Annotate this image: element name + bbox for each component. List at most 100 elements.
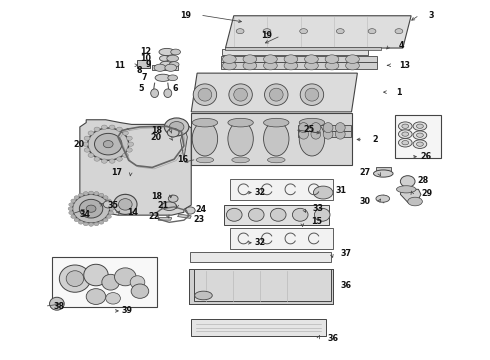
- Text: 30: 30: [359, 197, 370, 206]
- Text: 38: 38: [53, 302, 65, 311]
- Text: 14: 14: [127, 208, 138, 217]
- Ellipse shape: [103, 201, 113, 208]
- Ellipse shape: [368, 29, 376, 34]
- Ellipse shape: [102, 274, 120, 290]
- Text: 6: 6: [172, 84, 178, 93]
- Ellipse shape: [106, 293, 121, 304]
- Ellipse shape: [130, 276, 145, 289]
- Ellipse shape: [68, 207, 73, 211]
- Ellipse shape: [293, 208, 308, 221]
- Ellipse shape: [83, 222, 88, 226]
- Ellipse shape: [413, 140, 427, 148]
- Ellipse shape: [114, 194, 137, 215]
- Text: 33: 33: [313, 204, 323, 213]
- Ellipse shape: [373, 170, 393, 177]
- Ellipse shape: [94, 222, 99, 226]
- Text: 5: 5: [138, 84, 144, 93]
- Ellipse shape: [416, 133, 423, 137]
- Ellipse shape: [78, 221, 83, 224]
- Ellipse shape: [402, 124, 409, 129]
- Ellipse shape: [109, 125, 115, 129]
- Ellipse shape: [299, 123, 309, 133]
- Ellipse shape: [126, 136, 132, 140]
- Ellipse shape: [86, 205, 96, 212]
- FancyBboxPatch shape: [191, 113, 352, 165]
- Ellipse shape: [151, 89, 159, 98]
- Ellipse shape: [325, 61, 339, 70]
- Text: 4: 4: [399, 41, 404, 50]
- Polygon shape: [191, 73, 357, 112]
- Polygon shape: [180, 126, 187, 158]
- Ellipse shape: [108, 203, 113, 206]
- Polygon shape: [177, 214, 191, 219]
- Ellipse shape: [95, 134, 122, 155]
- Ellipse shape: [402, 132, 409, 136]
- Text: 26: 26: [420, 152, 431, 161]
- Ellipse shape: [115, 268, 136, 286]
- Ellipse shape: [167, 55, 178, 62]
- FancyBboxPatch shape: [221, 49, 368, 55]
- Ellipse shape: [264, 61, 277, 70]
- Ellipse shape: [168, 75, 177, 81]
- Text: 27: 27: [359, 168, 370, 177]
- Text: 35: 35: [107, 201, 118, 210]
- Ellipse shape: [234, 88, 247, 101]
- FancyBboxPatch shape: [191, 319, 326, 336]
- Ellipse shape: [311, 129, 321, 139]
- Ellipse shape: [101, 159, 107, 163]
- Ellipse shape: [171, 49, 180, 55]
- Ellipse shape: [84, 148, 90, 152]
- Ellipse shape: [89, 223, 94, 226]
- Ellipse shape: [226, 208, 242, 221]
- Text: 18: 18: [151, 192, 162, 201]
- Text: 8: 8: [137, 66, 143, 75]
- Ellipse shape: [222, 61, 236, 70]
- Text: 28: 28: [417, 176, 429, 185]
- Ellipse shape: [159, 55, 169, 61]
- Text: 12: 12: [140, 48, 151, 57]
- Ellipse shape: [99, 221, 104, 224]
- Text: 1: 1: [396, 87, 402, 96]
- Ellipse shape: [74, 196, 79, 199]
- Text: 29: 29: [421, 189, 432, 198]
- Text: 21: 21: [157, 201, 168, 210]
- Ellipse shape: [164, 118, 189, 136]
- Ellipse shape: [336, 29, 344, 34]
- Ellipse shape: [117, 157, 122, 161]
- Ellipse shape: [101, 125, 107, 129]
- Polygon shape: [225, 16, 411, 48]
- Ellipse shape: [169, 62, 179, 67]
- Ellipse shape: [131, 284, 149, 298]
- Ellipse shape: [185, 207, 195, 214]
- Ellipse shape: [305, 88, 319, 101]
- Ellipse shape: [195, 291, 212, 300]
- Ellipse shape: [376, 195, 390, 202]
- Text: 20: 20: [74, 140, 85, 149]
- Ellipse shape: [345, 55, 359, 63]
- Ellipse shape: [299, 129, 309, 139]
- Ellipse shape: [268, 157, 285, 163]
- Ellipse shape: [300, 84, 324, 105]
- Ellipse shape: [416, 142, 423, 146]
- Ellipse shape: [106, 199, 111, 203]
- Ellipse shape: [94, 127, 100, 131]
- Ellipse shape: [59, 265, 91, 292]
- Ellipse shape: [117, 127, 122, 131]
- Text: 32: 32: [255, 238, 266, 247]
- Ellipse shape: [305, 61, 318, 70]
- Ellipse shape: [243, 55, 257, 63]
- Polygon shape: [400, 189, 421, 203]
- Text: 18: 18: [151, 126, 162, 135]
- Ellipse shape: [198, 88, 212, 101]
- FancyBboxPatch shape: [220, 62, 377, 69]
- Text: 31: 31: [335, 186, 346, 195]
- Text: 20: 20: [151, 133, 162, 142]
- Ellipse shape: [335, 129, 345, 139]
- Ellipse shape: [398, 122, 412, 131]
- Ellipse shape: [314, 186, 333, 199]
- Text: 10: 10: [140, 54, 151, 63]
- Ellipse shape: [109, 207, 114, 211]
- FancyBboxPatch shape: [52, 257, 157, 307]
- Ellipse shape: [103, 218, 108, 222]
- Ellipse shape: [84, 264, 108, 286]
